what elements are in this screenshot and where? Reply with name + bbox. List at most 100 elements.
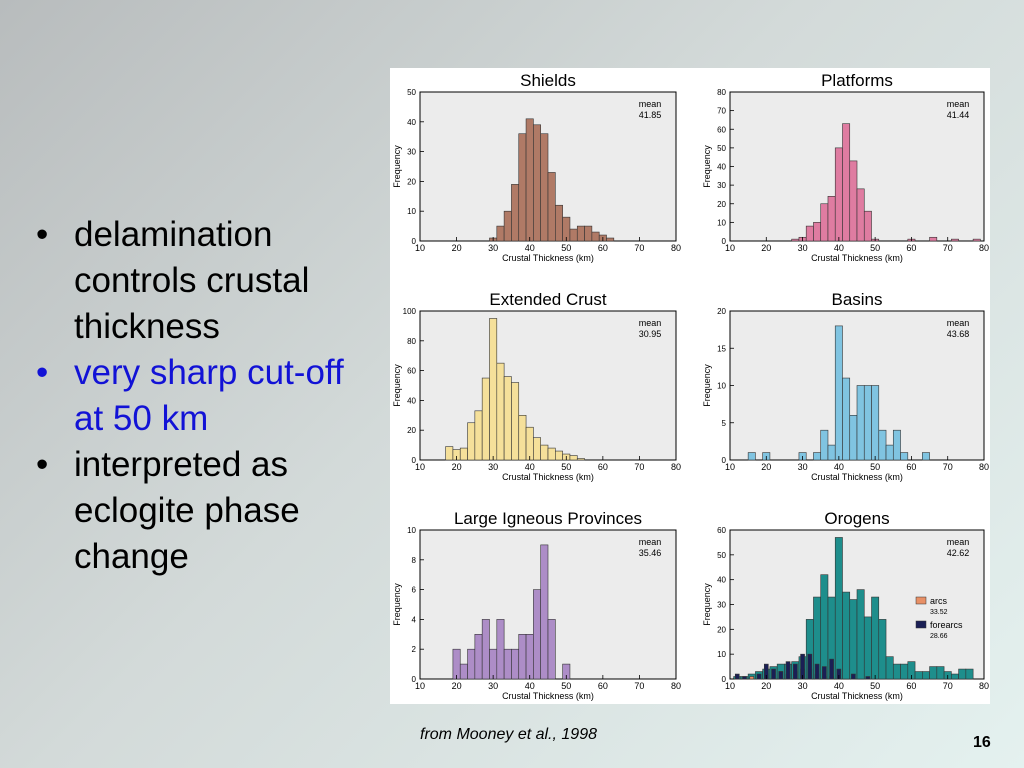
mean-value: 42.62	[947, 548, 970, 558]
y-tick-label: 5	[722, 419, 727, 428]
bar	[827, 196, 836, 242]
bar	[459, 663, 468, 680]
y-tick-label: 8	[412, 556, 417, 565]
bar	[834, 537, 843, 680]
bar	[929, 236, 938, 242]
bar	[871, 596, 880, 680]
bar	[856, 385, 865, 461]
x-tick-label: 50	[561, 681, 571, 691]
bar	[584, 225, 593, 242]
bar	[849, 599, 858, 680]
x-tick-label: 30	[488, 243, 498, 253]
y-tick-label: 2	[412, 645, 417, 654]
bar	[951, 238, 959, 242]
y-axis-label: Frequency	[392, 364, 402, 407]
bar	[576, 458, 585, 461]
x-tick-label: 60	[598, 243, 608, 253]
x-tick-label: 30	[488, 681, 498, 691]
y-tick-label: 0	[722, 237, 727, 246]
bar	[576, 225, 585, 242]
x-tick-label: 60	[598, 462, 608, 472]
x-tick-label: 80	[979, 681, 989, 691]
bar	[511, 648, 520, 680]
x-tick-label: 60	[598, 681, 608, 691]
bar	[445, 446, 454, 461]
bar	[900, 452, 909, 461]
y-tick-label: 0	[722, 456, 727, 465]
y-tick-label: 20	[407, 426, 416, 435]
x-tick-label: 60	[906, 462, 916, 472]
x-tick-label: 10	[415, 243, 425, 253]
y-tick-label: 60	[717, 526, 726, 535]
bar	[481, 377, 490, 461]
bullet-item-eclogite: • interpreted as eclogite phase change	[36, 442, 366, 580]
x-tick-label: 10	[725, 462, 735, 472]
bar	[814, 663, 820, 680]
bar	[951, 673, 959, 680]
x-tick-label: 20	[761, 243, 771, 253]
bar	[481, 619, 490, 680]
mean-label: mean	[639, 537, 662, 547]
bar	[958, 668, 967, 680]
x-tick-label: 80	[979, 462, 989, 472]
x-axis-label: Crustal Thickness (km)	[811, 691, 903, 701]
bar	[856, 589, 865, 680]
x-tick-label: 10	[725, 243, 735, 253]
y-axis-label: Frequency	[702, 364, 712, 407]
mean-value: 43.68	[947, 329, 970, 339]
bar	[452, 648, 461, 680]
bar	[778, 671, 784, 680]
x-axis-label: Crustal Thickness (km)	[502, 691, 594, 701]
x-tick-label: 70	[634, 462, 644, 472]
bar	[863, 210, 872, 242]
bullet-text: very sharp cut-off at 50 km	[74, 353, 344, 438]
x-tick-label: 80	[671, 462, 681, 472]
legend-mean-arcs: 33.52	[930, 609, 948, 616]
y-tick-label: 50	[407, 88, 416, 97]
chart-title: Large Igneous Provinces	[454, 509, 642, 528]
bar	[503, 648, 512, 680]
x-axis-label: Crustal Thickness (km)	[811, 472, 903, 482]
y-tick-label: 20	[717, 625, 726, 634]
chart-title: Platforms	[821, 71, 893, 90]
chart-title: Shields	[520, 71, 576, 90]
y-tick-label: 0	[412, 456, 417, 465]
bar	[885, 444, 894, 461]
x-tick-label: 50	[870, 243, 880, 253]
x-tick-label: 60	[906, 681, 916, 691]
bar	[525, 633, 534, 680]
x-tick-label: 40	[834, 462, 844, 472]
x-tick-label: 30	[798, 681, 808, 691]
legend-label-forearcs: forearcs	[930, 620, 963, 630]
y-tick-label: 50	[717, 144, 726, 153]
bar	[533, 437, 541, 461]
bar	[820, 203, 829, 242]
x-tick-label: 30	[798, 462, 808, 472]
bar	[834, 325, 843, 461]
mean-value: 30.95	[639, 329, 662, 339]
bar	[606, 237, 615, 242]
y-tick-label: 20	[717, 200, 726, 209]
y-tick-label: 30	[717, 181, 726, 190]
bar	[511, 184, 520, 242]
bar	[936, 666, 945, 680]
mean-label: mean	[947, 537, 970, 547]
bar	[885, 656, 894, 680]
bar	[771, 668, 776, 680]
x-tick-label: 80	[671, 243, 681, 253]
bar	[791, 238, 800, 242]
x-tick-label: 40	[525, 243, 535, 253]
bar	[569, 455, 578, 461]
bar	[474, 410, 483, 461]
x-axis-label: Crustal Thickness (km)	[502, 253, 594, 263]
x-tick-label: 30	[488, 462, 498, 472]
chart-title: Extended Crust	[489, 290, 606, 309]
histogram-figure: Shields 10 20 30 40 50 60 70 80 0 10 20 30 40 50 Crusta…	[390, 68, 990, 704]
x-tick-label: 70	[943, 243, 953, 253]
mean-label: mean	[947, 318, 970, 328]
y-tick-label: 15	[717, 344, 726, 353]
x-tick-label: 20	[452, 243, 462, 253]
bar	[827, 444, 836, 461]
bar	[503, 210, 512, 242]
